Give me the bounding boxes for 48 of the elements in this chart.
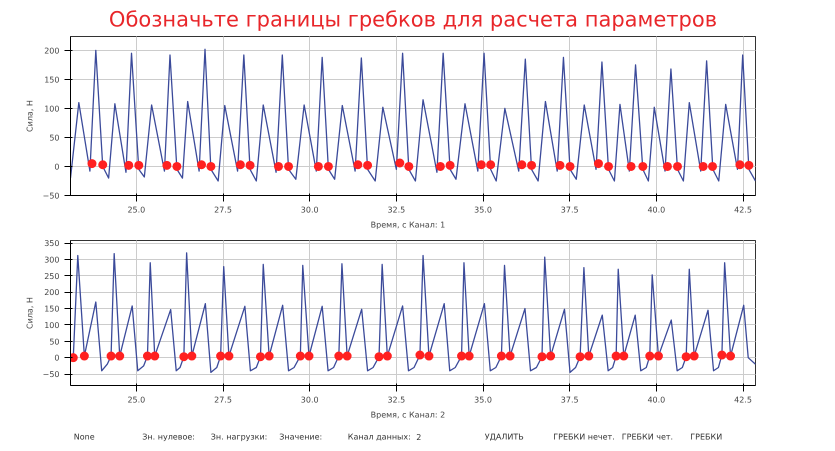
y-axis-title: Сила, Н [26,100,35,132]
y-tick-label: −50 [42,192,60,200]
y-tick-label: 0 [54,354,60,363]
y-tick-label: 250 [44,272,60,281]
x-tick-label: 40.0 [647,396,666,404]
x-tick-label: 32.5 [387,396,406,404]
x-tick-label: 40.0 [647,206,666,214]
y-tick-label: 100 [44,320,60,330]
text: ГРЕБКИ чет. [622,432,674,442]
text: 2 [416,433,422,442]
y-axis-title: Сила, Н [26,297,35,329]
text: Зн. нулевое: [142,432,195,442]
x-tick-label: 27.5 [214,206,232,214]
x-tick-label: 25.0 [127,206,146,214]
text: None [74,432,95,442]
text: Канал данных: [348,432,411,442]
y-tick-label: 350 [44,239,60,248]
x-tick-label: 32.5 [387,206,406,214]
text: ГРЕБКИ [690,432,722,442]
y-tick-label: 150 [44,75,60,84]
y-tick-label: 150 [44,304,60,314]
text: УДАЛИТЬ [484,432,524,442]
x-tick-label: 42.5 [734,206,752,214]
x-tick-label: 27.5 [214,396,232,404]
x-tick-label: 30.0 [300,206,319,214]
y-tick-label: 50 [49,337,60,346]
line-series [70,48,756,182]
x-tick-label: 35.0 [474,396,492,404]
x-tick-label: 37.5 [560,206,579,214]
x-axis-title: Время, с Канал: 1 [370,220,446,230]
x-axis-title: Время, с Канал: 2 [370,410,446,420]
text: ГРЕБКИ нечет. [553,432,615,442]
y-tick-label: 200 [44,46,60,56]
chart-title: Обозначьте границы гребков для расчета параметров [108,8,718,32]
x-tick-label: 30.0 [300,396,319,404]
y-tick-label: 0 [54,162,60,172]
x-tick-label: 37.5 [560,396,579,404]
y-tick-label: −50 [42,370,60,380]
y-tick-label: 300 [44,255,60,264]
y-tick-label: 200 [44,288,60,298]
text: Значение: [279,432,322,442]
x-tick-label: 35.0 [474,206,492,214]
x-tick-label: 42.5 [734,396,752,404]
y-tick-label: 50 [49,133,60,142]
y-tick-label: 100 [44,104,60,114]
text: Зн. нагрузки: [210,432,268,442]
line-series [70,252,756,374]
x-tick-label: 25.0 [127,396,146,404]
